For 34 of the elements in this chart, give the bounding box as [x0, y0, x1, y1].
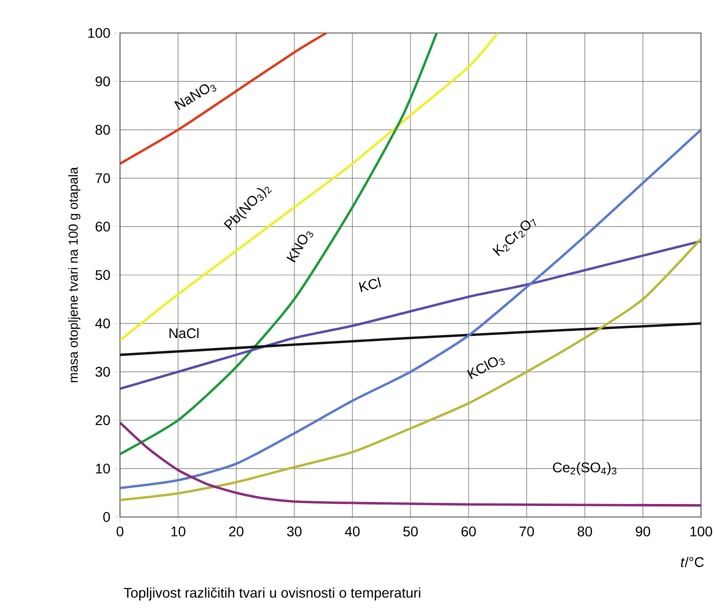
y-tick-label: 30 — [96, 366, 110, 377]
x-tick-label: 0 — [116, 526, 124, 536]
y-tick-label: 50 — [96, 270, 110, 280]
x-tick-label: 40 — [344, 526, 360, 536]
text: KCl — [358, 277, 382, 292]
y-tick-label: 60 — [96, 222, 110, 232]
text: Ce$_{2}$(SO$_{4}$)$_{3}$ — [552, 462, 616, 476]
x-tick-label: 60 — [462, 526, 476, 536]
y-tick-label: 20 — [96, 415, 110, 426]
y-tick-label: 10 — [96, 464, 110, 474]
y-tick-label: 80 — [96, 124, 110, 135]
text: Topljivost različitih tvari u ovisnosti o temperaturi — [124, 587, 420, 600]
y-tick-label: 70 — [96, 173, 110, 184]
y-tick-label: 0 — [103, 512, 110, 522]
y-tick-label: 90 — [96, 76, 110, 86]
text: K$_{2}$Cr$_{2}$O$_{7}$ — [492, 218, 536, 256]
line-series — [120, 128, 702, 490]
x-tick-label: 50 — [403, 526, 418, 536]
x-tick-label: 10 — [171, 526, 186, 536]
line-series — [120, 421, 702, 507]
y-axis-title: masa otopljene tvari na 100 g otapala — [68, 167, 80, 382]
y-tick-label: 100 — [88, 28, 110, 38]
x-tick-label: 90 — [636, 526, 650, 536]
y-tick-label: 40 — [95, 318, 110, 328]
x-tick-label: 100 — [690, 526, 712, 536]
x-axis-title: t/°C — [680, 556, 704, 568]
x-tick-label: 30 — [287, 526, 302, 536]
x-tick-label: 80 — [578, 526, 592, 536]
text: KClO$_{3}$ — [467, 357, 505, 380]
series-label: NaCl — [170, 328, 198, 338]
line-series — [120, 32, 328, 165]
x-tick-label: 20 — [229, 526, 244, 536]
line-series — [120, 32, 438, 456]
x-tick-label: 70 — [520, 526, 534, 536]
